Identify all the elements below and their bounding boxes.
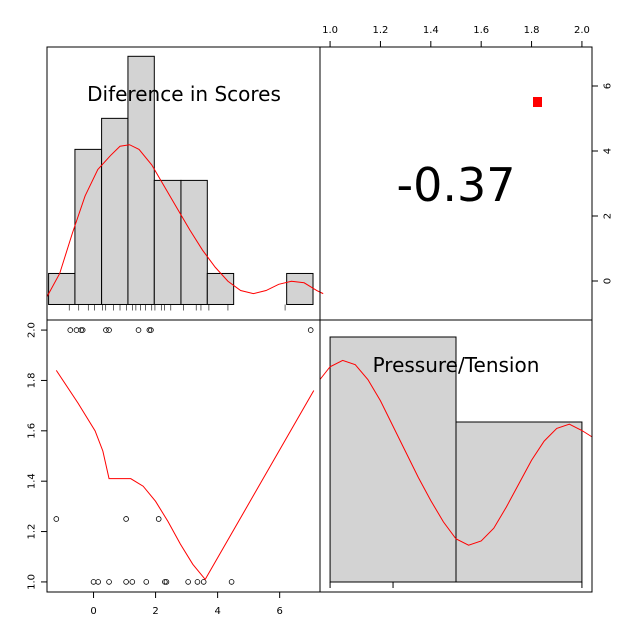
x-top-tick-label-3: 1.6 bbox=[473, 25, 489, 36]
hist-bar-diff-2 bbox=[101, 117, 129, 305]
panel-diag-pressure: Pressure/Tension bbox=[319, 319, 593, 593]
scatter-point-0 bbox=[67, 327, 74, 333]
scatter-point-3 bbox=[79, 327, 86, 333]
panel-frame-scatter bbox=[46, 319, 321, 593]
x-top-tick-label-2: 1.4 bbox=[423, 25, 439, 36]
y-right-tick-label-0: 0 bbox=[603, 278, 614, 284]
panel-correlation: -0.37 bbox=[319, 46, 593, 321]
x-top-tick-label-1: 1.2 bbox=[372, 25, 388, 36]
scatter-point-24 bbox=[228, 579, 235, 585]
scatter-point-4 bbox=[103, 327, 109, 333]
scatter-point-11 bbox=[123, 516, 129, 522]
y-axis-right: 0 2 4 6 bbox=[591, 83, 614, 284]
scatter-point-7 bbox=[146, 327, 153, 333]
y-left-tick-label-4: 1.8 bbox=[27, 372, 38, 388]
hist-bar-diff-3 bbox=[127, 55, 155, 305]
scatter-point-6 bbox=[135, 327, 142, 333]
scatter-point-20 bbox=[163, 579, 170, 585]
y-left-tick-label-1: 1.2 bbox=[27, 524, 38, 540]
smooth-line bbox=[55, 370, 315, 581]
x-top-tick-label-5: 2.0 bbox=[574, 25, 590, 36]
scatter-point-14 bbox=[95, 579, 101, 585]
y-left-tick-label-5: 2.0 bbox=[27, 322, 38, 338]
scatter-point-8 bbox=[148, 327, 154, 333]
y-left-tick-label-3: 1.6 bbox=[27, 423, 38, 439]
scatter-point-18 bbox=[143, 579, 150, 585]
density-curve-pressure bbox=[319, 359, 593, 546]
hist-bar-diff-4 bbox=[153, 179, 182, 305]
x-top-tick-label-4: 1.8 bbox=[524, 25, 540, 36]
scatter-point-1 bbox=[73, 327, 80, 333]
scatter-point-12 bbox=[155, 516, 162, 522]
y-right-tick-label-1: 2 bbox=[603, 213, 614, 219]
scatter-point-13 bbox=[90, 579, 97, 585]
y-left-tick-label-0: 1.0 bbox=[27, 574, 38, 590]
x-bottom-tick-label-1: 2 bbox=[152, 606, 158, 617]
y-left-tick-label-2: 1.4 bbox=[27, 473, 38, 489]
significance-marker bbox=[533, 97, 542, 107]
hist-bar-diff-1 bbox=[74, 148, 103, 305]
panel-diag-diff: Diference in Scores bbox=[46, 46, 324, 321]
scatter-point-23 bbox=[200, 579, 207, 585]
panel-frame-pressure bbox=[319, 319, 593, 593]
scatter-point-17 bbox=[129, 579, 136, 585]
hist-bar-diff-0 bbox=[48, 272, 76, 305]
y-right-tick-label-3: 6 bbox=[603, 83, 614, 89]
y-axis-left: 1.0 1.2 1.4 1.6 1.8 2.0 bbox=[27, 322, 48, 590]
x-bottom-tick-label-0: 0 bbox=[90, 606, 96, 617]
x-bottom-tick-label-3: 6 bbox=[276, 606, 282, 617]
scatter-point-19 bbox=[162, 579, 168, 585]
scatter-point-16 bbox=[123, 579, 129, 585]
scatter-point-22 bbox=[194, 579, 201, 585]
scatter-point-21 bbox=[185, 579, 191, 585]
panel-title-pressure: Pressure/Tension bbox=[373, 353, 540, 377]
scatter-point-5 bbox=[106, 327, 112, 333]
scatter-point-9 bbox=[307, 327, 314, 333]
hist-bar-pressure-1 bbox=[455, 421, 583, 583]
density-curve-diff bbox=[46, 144, 324, 297]
panel-title-diff: Diference in Scores bbox=[87, 82, 281, 106]
scatter-point-10 bbox=[53, 516, 60, 522]
x-axis-bottom: 0 2 4 6 bbox=[90, 591, 283, 617]
panel-scatter bbox=[46, 319, 321, 593]
scatter-point-15 bbox=[106, 579, 112, 585]
scatter-point-2 bbox=[78, 327, 84, 333]
hist-bar-diff-6 bbox=[206, 272, 235, 305]
hist-bar-diff-9 bbox=[286, 272, 314, 305]
x-bottom-tick-label-2: 4 bbox=[214, 606, 220, 617]
x-top-tick-label-0: 1.0 bbox=[322, 25, 338, 36]
x-axis-top: 1.0 1.2 1.4 1.6 1.8 2.0 bbox=[322, 25, 590, 48]
correlation-value: -0.37 bbox=[396, 158, 515, 212]
y-right-tick-label-2: 4 bbox=[603, 148, 614, 154]
hist-bar-diff-5 bbox=[180, 179, 208, 305]
